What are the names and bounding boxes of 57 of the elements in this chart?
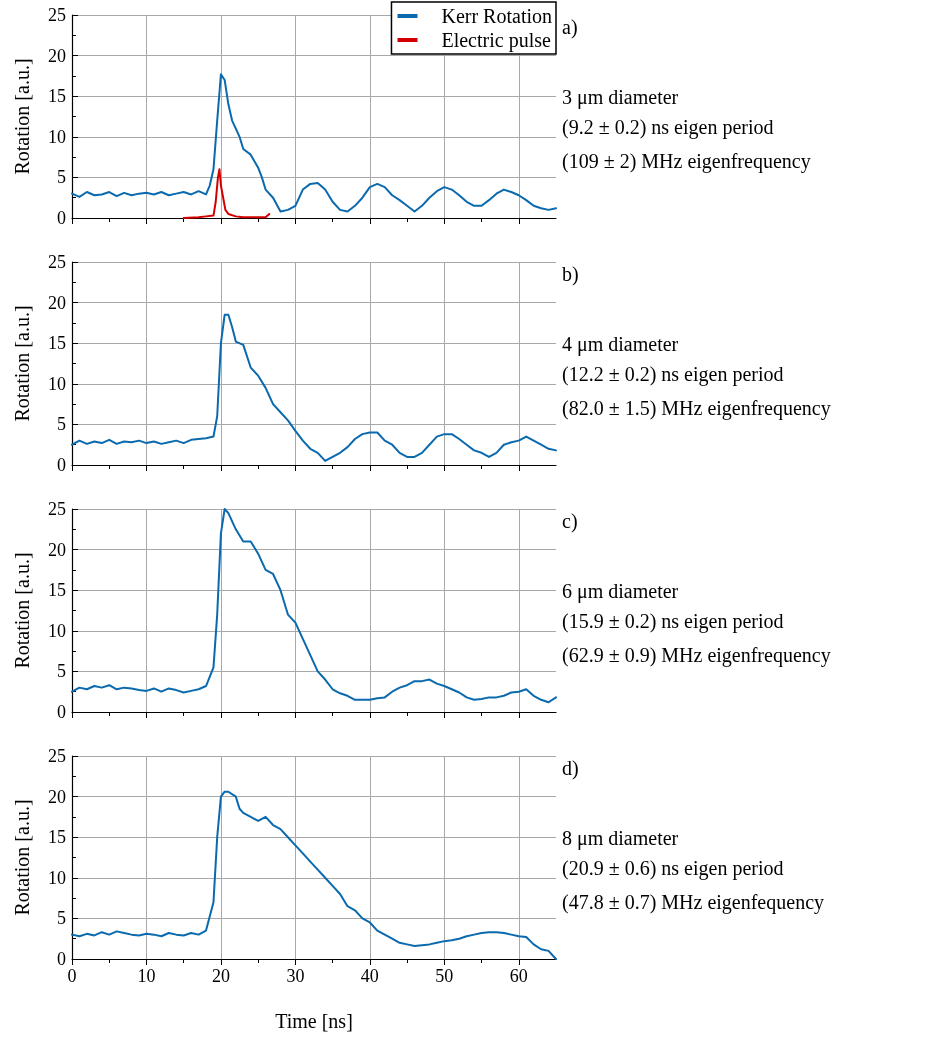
y-tick-label: 25 [48, 746, 66, 766]
text: (62.9 ± 0.9) MHz eigenfrequency [562, 644, 831, 667]
x-axis-title: Time [ns] [275, 1010, 353, 1032]
y-tick-label: 10 [48, 620, 66, 641]
x-tick-label: 30 [286, 966, 305, 986]
text: (109 ± 2) MHz eigenfrequency [562, 150, 811, 173]
y-tick-label: 15 [48, 86, 66, 107]
line-series [71, 73, 557, 213]
y-tick-label: 20 [48, 292, 66, 313]
text: (12.2 ± 0.2) ns eigen period [562, 363, 784, 386]
legend-label: Kerr Rotation [441, 5, 552, 27]
line-series [71, 508, 557, 704]
y-tick-label: 10 [48, 126, 66, 147]
y-tick-label: 25 [48, 5, 66, 25]
text: (15.9 ± 0.2) ns eigen period [562, 610, 784, 633]
y-axis-title: Rotation [a.u.] [11, 799, 33, 916]
y-axis-title: Rotation [a.u.] [11, 552, 33, 669]
x-tick-label: 40 [360, 966, 379, 986]
x-tick-label: 20 [211, 966, 230, 986]
y-tick-label: 0 [57, 208, 66, 228]
x-tick-label: 10 [137, 966, 156, 986]
x-tick-label: 60 [509, 966, 528, 986]
text: b) [562, 263, 579, 286]
y-tick-label: 5 [57, 908, 66, 929]
text: (47.8 ± 0.7) MHz eigenfequency [562, 891, 825, 914]
y-tick-label: 20 [48, 45, 66, 66]
text: 8 μm diameter [562, 827, 679, 850]
text: (20.9 ± 0.6) ns eigen period [562, 857, 784, 880]
text: 3 μm diameter [562, 86, 679, 109]
text: c) [562, 510, 578, 533]
y-axis-title: Rotation [a.u.] [11, 305, 33, 422]
y-tick-label: 5 [57, 661, 66, 682]
y-tick-label: 25 [48, 499, 66, 519]
y-tick-label: 20 [48, 786, 66, 807]
y-tick-label: 10 [48, 373, 66, 394]
y-tick-label: 20 [48, 539, 66, 560]
text: 4 μm diameter [562, 333, 679, 356]
text: a) [562, 16, 578, 39]
y-tick-label: 5 [57, 414, 66, 435]
y-axis-title: Rotation [a.u.] [11, 58, 33, 175]
y-tick-label: 0 [57, 949, 66, 969]
text: (9.2 ± 0.2) ns eigen period [562, 116, 774, 139]
y-tick-label: 15 [48, 580, 66, 601]
x-tick-label: 50 [435, 966, 454, 986]
y-tick-label: 15 [48, 827, 66, 848]
legend-label: Electric pulse [441, 29, 551, 52]
text: (82.0 ± 1.5) MHz eigenfrequency [562, 397, 831, 420]
y-tick-label: 25 [48, 252, 66, 272]
text: 6 μm diameter [562, 580, 679, 603]
text: d) [562, 757, 579, 780]
y-tick-label: 0 [57, 455, 66, 475]
y-tick-label: 0 [57, 702, 66, 722]
y-tick-label: 15 [48, 333, 66, 354]
line-series [71, 313, 557, 462]
line-series [182, 168, 271, 219]
y-tick-label: 10 [48, 867, 66, 888]
y-tick-label: 5 [57, 167, 66, 188]
